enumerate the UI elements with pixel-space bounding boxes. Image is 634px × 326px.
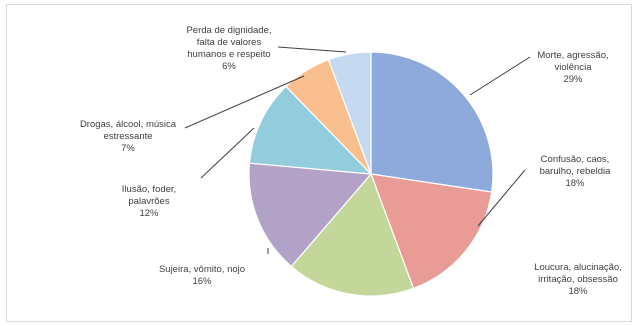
leader-line-1 bbox=[469, 56, 531, 96]
data-label-2: Confusão, caos, barulho, rebeldia 18% bbox=[540, 154, 611, 189]
data-label-percent: 29% bbox=[563, 74, 583, 85]
leader-line-7 bbox=[277, 46, 347, 53]
data-label-line: irritação, obsessão bbox=[538, 274, 618, 285]
data-label-line: palavrões bbox=[128, 196, 169, 207]
data-label-line: Perda de dignidade, bbox=[186, 25, 271, 36]
data-label-percent: 7% bbox=[121, 143, 135, 154]
data-label-7: Perda de dignidade, falta de valores human… bbox=[186, 25, 271, 72]
pie-slice-3 bbox=[290, 172, 415, 297]
pie-slice-2 bbox=[370, 173, 493, 290]
data-label-line: falta de valores bbox=[197, 37, 262, 48]
data-label-5: Ilusão, foder, palavrões 12% bbox=[122, 184, 176, 219]
data-label-percent: 18% bbox=[568, 286, 588, 297]
pie-slice-1 bbox=[370, 51, 494, 193]
leader-line-6 bbox=[184, 75, 305, 129]
data-label-percent: 6% bbox=[222, 61, 236, 72]
data-label-line: Drogas, álcool, música bbox=[80, 119, 177, 130]
data-label-percent: 16% bbox=[192, 276, 212, 287]
data-label-1: Morte, agressão, violência 29% bbox=[537, 50, 608, 85]
data-label-line: Confusão, caos, bbox=[541, 154, 610, 165]
data-label-percent: 12% bbox=[139, 208, 159, 219]
data-label-line: Morte, agressão, bbox=[537, 50, 608, 61]
data-label-3: Loucura, alucinação, irritação, obsessão 1… bbox=[534, 262, 622, 297]
data-label-percent: 18% bbox=[565, 178, 585, 189]
data-label-line: Ilusão, foder, bbox=[122, 184, 176, 195]
data-label-line: Sujeira, vômito, nojo bbox=[159, 264, 245, 275]
leader-line-2 bbox=[477, 169, 526, 227]
pie-slice-4 bbox=[248, 162, 373, 268]
data-label-6: Drogas, álcool, música estressante 7% bbox=[80, 119, 177, 154]
pie-slice-5 bbox=[248, 85, 373, 175]
data-label-line: barulho, rebeldia bbox=[540, 166, 611, 177]
data-label-4: Sujeira, vômito, nojo 16% bbox=[159, 264, 245, 287]
data-label-line: humanos e respeito bbox=[187, 49, 270, 60]
data-label-line: estressante bbox=[103, 131, 152, 142]
data-label-line: Loucura, alucinação, bbox=[534, 262, 622, 273]
chart-frame bbox=[6, 4, 632, 322]
leader-line-5 bbox=[200, 127, 255, 179]
pie-slice-7 bbox=[327, 51, 372, 175]
data-label-line: violência bbox=[555, 62, 593, 73]
